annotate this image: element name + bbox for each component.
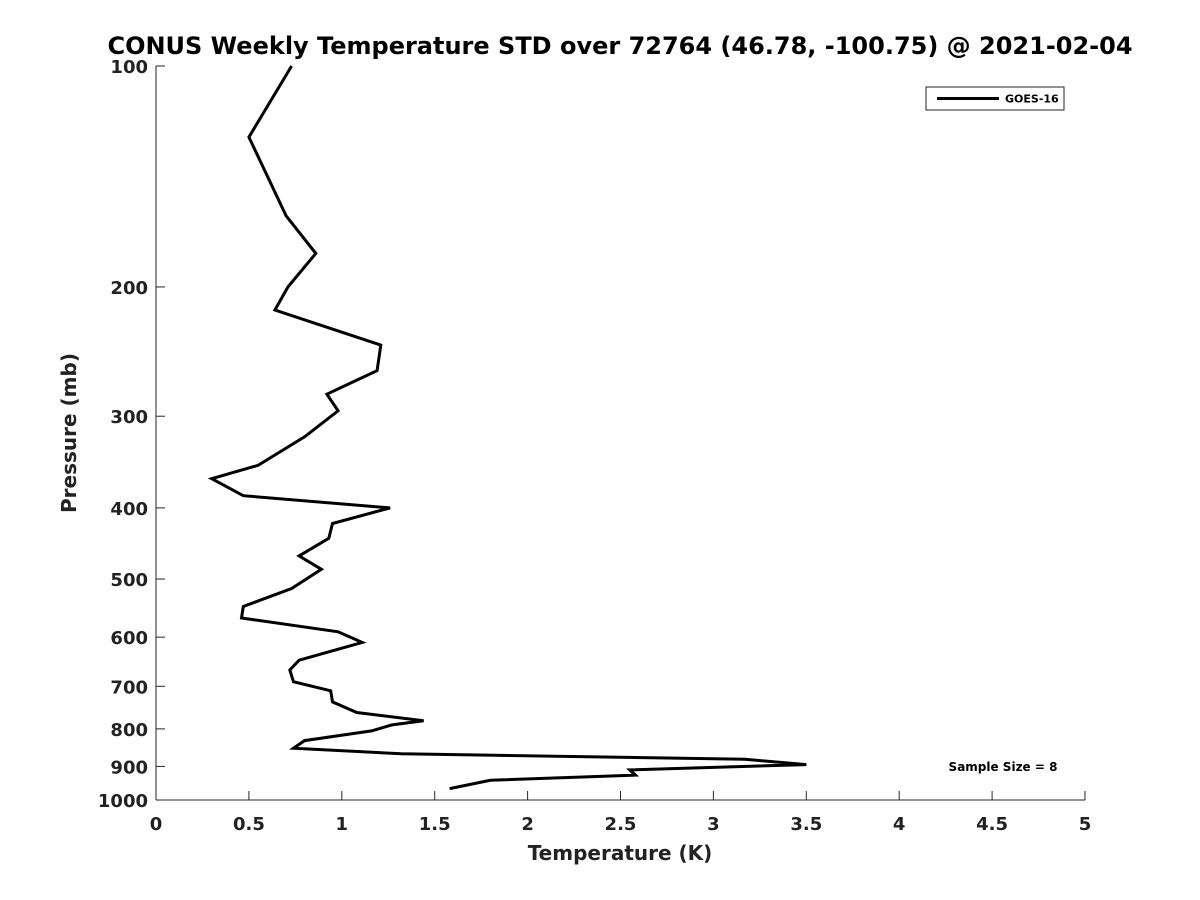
series-line-goes-16 xyxy=(207,65,807,791)
y-tick-label: 300 xyxy=(110,407,148,428)
x-tick-label: 1 xyxy=(336,814,349,835)
x-tick-label: 0.5 xyxy=(233,814,265,835)
chart-title: CONUS Weekly Temperature STD over 72764 … xyxy=(107,32,1132,60)
y-tick-label: 400 xyxy=(110,499,148,520)
x-axis-ticks: 0 0.5 1 1.5 2 2.5 3 3.5 4 4.5 5 xyxy=(150,791,1092,835)
y-tick-label: 100 xyxy=(110,57,148,78)
x-axis-label: Temperature (K) xyxy=(528,841,713,865)
sample-size-annotation: Sample Size = 8 xyxy=(949,760,1058,774)
x-tick-label: 2 xyxy=(521,814,534,835)
y-tick-label: 200 xyxy=(110,278,148,299)
x-tick-label: 1.5 xyxy=(419,814,451,835)
x-tick-label: 5 xyxy=(1079,814,1092,835)
x-tick-label: 3 xyxy=(707,814,720,835)
x-tick-label: 3.5 xyxy=(790,814,822,835)
y-tick-label: 800 xyxy=(110,720,148,741)
legend: GOES-16 xyxy=(925,86,1065,111)
x-tick-label: 0 xyxy=(150,814,163,835)
y-axis-ticks: 100 200 300 400 500 600 700 800 900 1000 xyxy=(98,57,165,812)
y-tick-label: 600 xyxy=(110,628,148,649)
y-tick-label: 1000 xyxy=(98,791,148,812)
x-tick-label: 4 xyxy=(893,814,906,835)
legend-label-goes16: GOES-16 xyxy=(1005,93,1059,106)
y-axis-label: Pressure (mb) xyxy=(57,353,81,513)
y-tick-label: 500 xyxy=(110,570,148,591)
y-tick-label: 700 xyxy=(110,677,148,698)
x-tick-label: 2.5 xyxy=(605,814,637,835)
series-layer xyxy=(207,65,807,791)
x-tick-label: 4.5 xyxy=(976,814,1008,835)
y-tick-label: 900 xyxy=(110,757,148,778)
